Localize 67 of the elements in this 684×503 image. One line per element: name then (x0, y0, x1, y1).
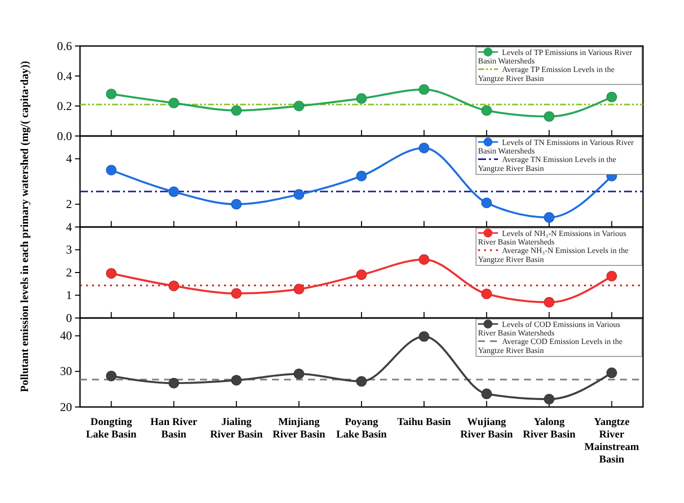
point (481, 288, 492, 300)
y-tick-label: 0.6 (57, 38, 72, 53)
point (231, 198, 242, 210)
point (418, 142, 430, 154)
point (606, 368, 618, 378)
point (231, 288, 242, 299)
point (356, 170, 367, 182)
y-tick-label: 0.2 (57, 98, 72, 113)
y-tick-label: 0.4 (57, 68, 72, 83)
legend-label: Levels of COD Emissions in Various River Basin Watersheds (478, 320, 620, 338)
y-tick-label: 1 (66, 288, 72, 302)
y-tick-label: 4 (66, 152, 72, 166)
point (168, 98, 180, 108)
point (106, 88, 117, 100)
point (294, 100, 304, 112)
point (106, 268, 117, 279)
y-tick-label: 3 (66, 242, 72, 257)
y-tick-label: 40 (60, 328, 72, 343)
point (168, 186, 180, 198)
y-tick-label: 30 (60, 364, 72, 378)
point (294, 189, 304, 200)
legend-label: Average TN Emission Levels in the Yangtze River Basin (478, 155, 617, 173)
point (106, 164, 117, 176)
y-tick-label: 2 (66, 197, 72, 212)
point (356, 376, 367, 387)
y-axis-title: Pollutant emission levels in each primary watershed (mg/( capita·day)) (19, 60, 31, 392)
point (418, 331, 430, 342)
point (418, 254, 430, 265)
x-tick-label: Wujiang River Basin (460, 417, 514, 440)
point (544, 394, 554, 404)
point (481, 198, 492, 208)
point (544, 212, 554, 223)
point (606, 270, 618, 282)
point (418, 84, 430, 95)
y-tick-label: 2 (66, 265, 72, 280)
point (481, 388, 492, 400)
legend-label: Levels of NH₃-N Emissions in Various River Basin Watersheds (478, 229, 626, 247)
y-tick-label: 20 (60, 400, 72, 414)
legend-label: Levels of TN Emissions in Various River Basin Watersheds (478, 138, 634, 156)
point (356, 93, 367, 104)
x-tick-label: Dongting Lake Basin (86, 417, 137, 440)
point (231, 375, 242, 386)
point (231, 105, 242, 116)
point (481, 105, 492, 116)
x-tick-label: Jialing River Basin (210, 417, 263, 440)
point (168, 378, 180, 388)
x-tick-label: Minjiang River Basin (272, 417, 326, 440)
x-tick-label: Taihu Basin (397, 417, 452, 428)
legend-label: Average COD Emission Levels in the Yangtze River Basin (478, 337, 623, 355)
y-tick-label: 0 (66, 310, 72, 325)
legend-label: Levels of TP Emissions in Various River Basin Watersheds (478, 48, 632, 66)
point (544, 111, 554, 122)
y-tick-label: 0.0 (57, 128, 72, 143)
legend-label: Average TP Emission Levels in the Yangtze River Basin (478, 65, 615, 83)
x-tick-label: Yangtze River Mainstream Basin (584, 417, 640, 466)
x-tick-label: Han River Basin (150, 417, 198, 440)
point (106, 370, 117, 382)
y-tick-label: 4 (66, 220, 72, 234)
legend-label: Average NH₃-N Emission Levels in the Yangtze River Basin (478, 246, 629, 264)
point (294, 284, 304, 294)
x-tick-label: Yalong River Basin (522, 417, 576, 440)
point (544, 297, 554, 308)
point (356, 269, 367, 280)
x-tick-label: Poyang Lake Basin (336, 417, 387, 440)
point (606, 92, 618, 102)
point (168, 280, 180, 292)
point (294, 368, 304, 380)
